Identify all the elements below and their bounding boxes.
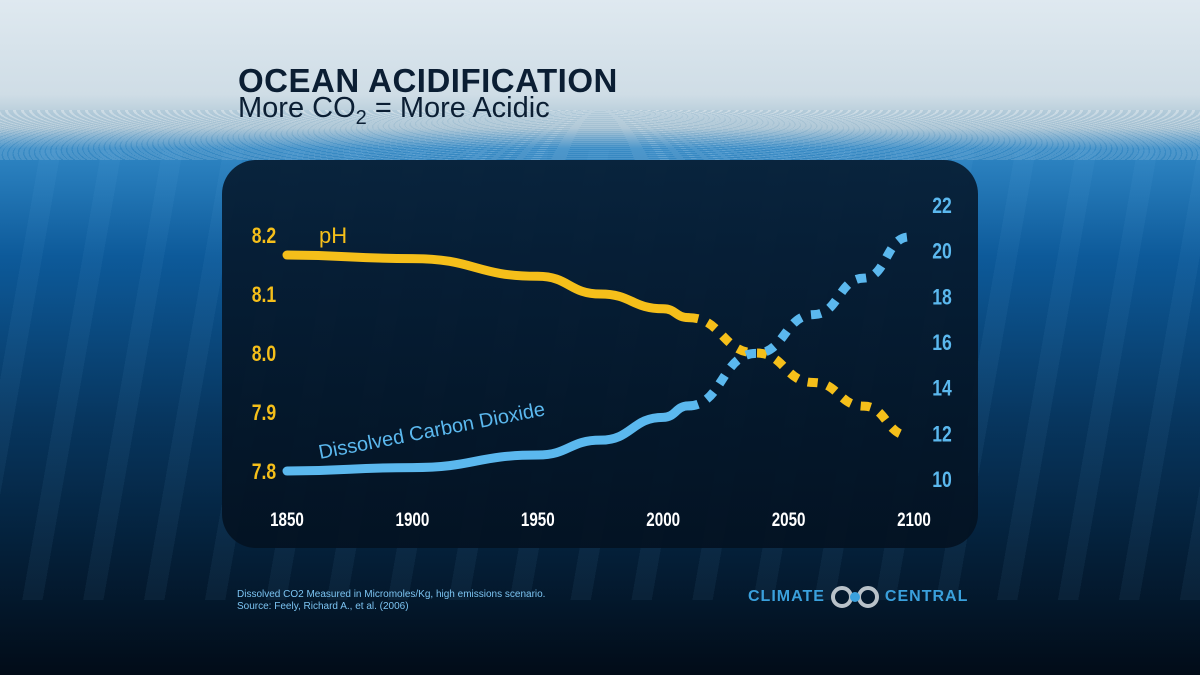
x-tick-label: 2050	[772, 508, 806, 530]
logo-text-left: CLIMATE	[748, 588, 825, 605]
chart-subtitle: More CO2 = More Acidic	[238, 92, 550, 129]
right-y-tick-label: 16	[932, 331, 952, 355]
series-line-co2-projected	[687, 232, 910, 411]
left-y-tick-label: 7.9	[252, 401, 276, 425]
x-tick-label: 1950	[521, 508, 555, 530]
left-y-tick-label: 8.1	[252, 283, 276, 307]
chart-title: OCEAN ACIDIFICATION	[238, 62, 618, 99]
footnote-line: Dissolved CO2 Measured in Micromoles/Kg,…	[237, 589, 546, 600]
right-y-tick-label: 10	[932, 468, 952, 492]
logo-rings-icon	[830, 586, 879, 608]
chart-panel	[222, 160, 978, 548]
climate-central-logo: CLIMATE CENTRAL	[748, 586, 968, 608]
ocean-surface	[0, 110, 1200, 160]
left-y-tick-label: 8.2	[252, 224, 276, 248]
left-y-tick-label: 7.8	[252, 460, 276, 484]
footnote: Dissolved CO2 Measured in Micromoles/Kg,…	[237, 589, 545, 613]
footnote-source: Source: Feely, Richard A., et al. (2006)	[237, 601, 409, 612]
left-y-tick-label: 8.0	[252, 342, 276, 366]
x-tick-label: 1900	[396, 508, 430, 530]
series-line-co2-historical	[282, 401, 693, 476]
x-tick-label: 1850	[270, 508, 304, 530]
series-line-ph-projected	[687, 313, 910, 441]
x-tick-label: 2000	[646, 508, 680, 530]
x-tick-label: 2100	[897, 508, 931, 530]
right-y-tick-label: 14	[932, 377, 952, 401]
right-y-tick-label: 20	[932, 240, 952, 264]
right-y-tick-label: 22	[932, 194, 952, 218]
logo-text-right: CENTRAL	[884, 588, 969, 605]
right-y-tick-label: 12	[932, 423, 952, 447]
series-label-ph: pH	[319, 223, 347, 248]
right-y-tick-label: 18	[932, 286, 952, 310]
series-line-ph-historical	[282, 250, 693, 323]
